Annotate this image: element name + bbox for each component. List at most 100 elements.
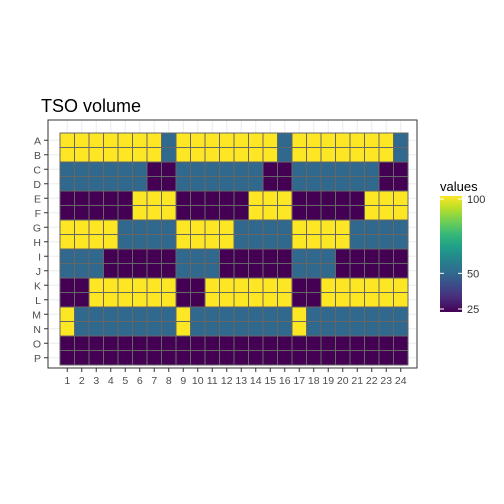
heatmap-cell — [291, 219, 307, 235]
heatmap-cell — [320, 132, 336, 148]
heatmap-cell — [262, 219, 278, 235]
heatmap-cell — [233, 277, 249, 293]
heatmap-cell — [132, 161, 148, 177]
heatmap-cell — [233, 132, 249, 148]
heatmap-cell — [204, 132, 220, 148]
heatmap-cell — [190, 263, 206, 279]
heatmap-cell — [117, 277, 133, 293]
heatmap-cell — [74, 263, 90, 279]
heatmap-cell — [262, 176, 278, 192]
heatmap-cell — [190, 161, 206, 177]
y-tick-label: F — [35, 208, 41, 220]
heatmap-cell — [74, 190, 90, 206]
heatmap-cell — [74, 335, 90, 351]
heatmap-cell — [320, 161, 336, 177]
heatmap-cell — [74, 277, 90, 293]
heatmap-cell — [378, 248, 394, 264]
heatmap-cell — [277, 248, 293, 264]
x-tick-label: 2 — [79, 375, 85, 387]
heatmap-cell — [161, 263, 177, 279]
heatmap-cell — [277, 132, 293, 148]
heatmap-cell — [320, 147, 336, 163]
heatmap-cell — [103, 147, 119, 163]
heatmap-cell — [378, 350, 394, 366]
heatmap-cell — [306, 350, 322, 366]
y-tick-label: E — [34, 193, 41, 205]
heatmap-cell — [146, 190, 162, 206]
heatmap-cell — [306, 132, 322, 148]
heatmap-cells — [59, 132, 409, 366]
heatmap-cell — [219, 350, 235, 366]
heatmap-cell — [320, 205, 336, 221]
heatmap-cell — [233, 161, 249, 177]
heatmap-cell — [262, 132, 278, 148]
heatmap-cell — [219, 277, 235, 293]
legend-title: values — [440, 179, 478, 194]
heatmap-cell — [248, 190, 264, 206]
y-tick-label: H — [33, 237, 41, 249]
heatmap-cell — [59, 234, 75, 250]
y-tick-label: I — [38, 251, 41, 263]
heatmap-cell — [117, 335, 133, 351]
heatmap-cell — [74, 219, 90, 235]
heatmap-cell — [364, 234, 380, 250]
heatmap-cell — [117, 292, 133, 308]
heatmap-cell — [306, 205, 322, 221]
y-tick-label: B — [34, 150, 41, 162]
heatmap-cell — [117, 132, 133, 148]
heatmap-cell — [59, 176, 75, 192]
heatmap-cell — [175, 176, 191, 192]
heatmap-cell — [248, 147, 264, 163]
heatmap-cell — [74, 321, 90, 337]
heatmap-cell — [393, 190, 409, 206]
x-tick-label: 9 — [180, 375, 186, 387]
heatmap-cell — [335, 176, 351, 192]
heatmap-cell — [233, 176, 249, 192]
heatmap-cell — [132, 321, 148, 337]
heatmap-cell — [378, 277, 394, 293]
heatmap-cell — [132, 350, 148, 366]
heatmap-cell — [262, 248, 278, 264]
heatmap-cell — [306, 176, 322, 192]
heatmap-cell — [161, 190, 177, 206]
heatmap-cell — [204, 248, 220, 264]
heatmap-cell — [335, 219, 351, 235]
heatmap-cell — [335, 205, 351, 221]
heatmap-cell — [291, 205, 307, 221]
heatmap-cell — [219, 292, 235, 308]
heatmap-cell — [146, 263, 162, 279]
heatmap-cell — [364, 263, 380, 279]
heatmap-cell — [190, 277, 206, 293]
heatmap-cell — [277, 161, 293, 177]
legend-tick-label: 50 — [467, 268, 479, 280]
y-tick-label: A — [34, 135, 41, 147]
heatmap-cell — [364, 176, 380, 192]
heatmap-cell — [132, 147, 148, 163]
x-tick-label: 22 — [366, 375, 378, 387]
heatmap-cell — [117, 205, 133, 221]
heatmap-cell — [320, 248, 336, 264]
heatmap-cell — [320, 306, 336, 322]
heatmap-cell — [393, 292, 409, 308]
y-tick-label: C — [33, 164, 41, 176]
heatmap-cell — [378, 306, 394, 322]
heatmap-cell — [132, 292, 148, 308]
heatmap-cell — [349, 277, 365, 293]
heatmap-cell — [117, 147, 133, 163]
heatmap-cell — [393, 234, 409, 250]
heatmap-cell — [320, 292, 336, 308]
heatmap-cell — [204, 335, 220, 351]
heatmap-cell — [103, 176, 119, 192]
heatmap-cell — [161, 292, 177, 308]
x-tick-label: 16 — [279, 375, 291, 387]
heatmap-cell — [204, 147, 220, 163]
heatmap-cell — [306, 190, 322, 206]
heatmap-cell — [393, 205, 409, 221]
heatmap-cell — [364, 132, 380, 148]
heatmap-cell — [59, 292, 75, 308]
heatmap-cell — [103, 248, 119, 264]
heatmap-cell — [364, 350, 380, 366]
heatmap-cell — [349, 335, 365, 351]
heatmap-cell — [59, 205, 75, 221]
